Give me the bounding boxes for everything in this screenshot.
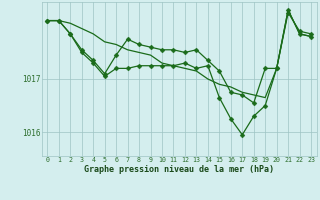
X-axis label: Graphe pression niveau de la mer (hPa): Graphe pression niveau de la mer (hPa) (84, 165, 274, 174)
